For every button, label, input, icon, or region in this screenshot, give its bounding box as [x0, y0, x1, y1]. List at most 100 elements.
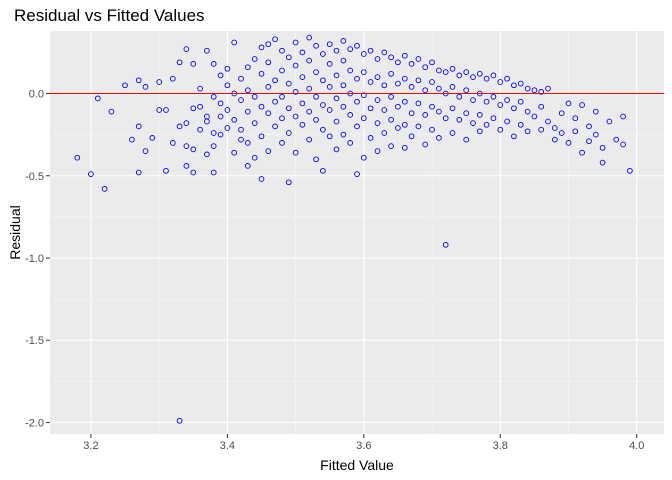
residual-point — [292, 149, 299, 156]
residual-point — [483, 98, 490, 105]
residual-point — [388, 116, 394, 123]
residual-point — [285, 54, 292, 61]
residual-point — [292, 39, 299, 46]
residual-point — [436, 135, 442, 141]
residual-point — [279, 47, 285, 54]
residual-point — [340, 103, 347, 110]
residual-point — [517, 80, 524, 87]
residual-point — [251, 120, 258, 126]
residual-point — [244, 64, 251, 71]
residual-point — [306, 57, 313, 64]
residual-point — [599, 159, 606, 166]
residual-point — [183, 46, 190, 52]
residual-point — [326, 41, 333, 48]
residual-point — [470, 120, 476, 126]
residual-point — [210, 61, 217, 67]
residual-point — [381, 130, 388, 136]
residual-point — [101, 186, 108, 192]
residual-point — [415, 56, 422, 62]
y-axis-title: Residual — [7, 205, 23, 259]
residual-point — [456, 116, 463, 123]
residual-point — [408, 84, 415, 90]
residual-point — [197, 126, 203, 133]
residual-point — [272, 36, 278, 43]
residual-point — [449, 105, 456, 112]
x-tick-label: 3.6 — [356, 440, 371, 452]
residual-point — [388, 70, 394, 77]
residual-point — [476, 112, 483, 118]
residual-point — [463, 110, 470, 117]
residual-point — [190, 61, 197, 67]
residual-point — [347, 112, 354, 118]
residual-point — [320, 51, 326, 57]
residual-point — [504, 97, 510, 103]
residual-point — [333, 72, 340, 79]
residual-point — [401, 75, 408, 82]
residual-point — [204, 47, 210, 54]
residual-point — [190, 169, 197, 176]
residual-point — [333, 47, 340, 54]
y-tick-label: 0.0 — [29, 89, 44, 101]
residual-point — [538, 103, 545, 110]
residual-point — [306, 85, 313, 92]
residual-point — [272, 98, 278, 105]
residual-point — [408, 110, 415, 117]
residual-point — [599, 144, 606, 151]
residual-point — [258, 103, 265, 110]
residual-point — [251, 93, 258, 100]
residual-point — [224, 65, 231, 72]
x-tick-label: 3.2 — [83, 440, 98, 452]
residual-point — [538, 126, 545, 133]
residual-point — [381, 49, 388, 56]
residual-point — [579, 149, 585, 156]
residual-point — [558, 110, 565, 117]
residual-point — [251, 56, 258, 62]
residual-point — [442, 115, 449, 122]
residual-point — [572, 115, 579, 122]
residual-point — [135, 77, 142, 84]
residual-point — [217, 131, 224, 138]
residual-point — [504, 118, 510, 125]
residual-point — [299, 121, 306, 128]
residual-point — [374, 148, 381, 154]
residual-point — [320, 77, 326, 84]
residual-point — [313, 116, 319, 123]
residual-point — [197, 85, 203, 92]
residual-point — [490, 115, 497, 122]
residual-point — [511, 105, 517, 112]
residual-point — [456, 72, 463, 79]
residual-point — [340, 38, 347, 44]
residual-point — [374, 74, 381, 80]
y-tick-label: -1.5 — [25, 335, 44, 347]
residual-point — [592, 108, 599, 115]
axis-ticks: 3.2 3.4 3.6 3.8 4.0 -2.0 -1.5 -1.0 -0.5 0.0 — [25, 89, 644, 452]
residual-point — [217, 113, 224, 120]
residual-point — [388, 93, 394, 100]
residual-point — [285, 105, 292, 112]
residual-point — [183, 163, 190, 169]
residual-point — [238, 136, 244, 143]
residual-point — [272, 77, 278, 84]
residual-point — [354, 42, 360, 49]
residual-point — [340, 57, 347, 64]
residual-point — [374, 120, 381, 126]
residual-point — [620, 141, 626, 148]
residual-point — [429, 59, 435, 66]
residual-point — [204, 113, 210, 120]
residual-point — [272, 123, 278, 130]
residual-point — [142, 84, 149, 90]
residual-point — [565, 100, 572, 107]
residual-point — [224, 125, 231, 131]
residual-point — [217, 100, 224, 107]
residual-point — [558, 130, 565, 136]
residual-point — [470, 74, 476, 80]
residual-point — [285, 80, 292, 87]
residual-point — [401, 52, 408, 59]
residual-point — [490, 72, 497, 79]
residual-point — [231, 149, 238, 156]
residual-point — [176, 417, 183, 424]
residual-point — [156, 79, 163, 85]
residual-point — [367, 105, 374, 112]
residual-point — [176, 59, 183, 66]
